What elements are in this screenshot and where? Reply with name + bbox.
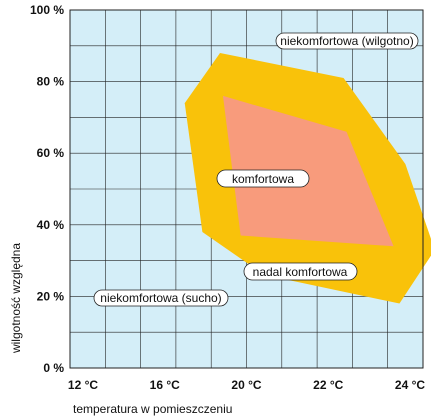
- x-tick-label: 22 °C: [313, 378, 343, 392]
- label-wet: niekomfortowa (wilgotno): [275, 32, 419, 50]
- y-tick-label: 100 %: [30, 3, 64, 17]
- label-still-comfort: nadal komfortowa: [243, 262, 358, 281]
- y-tick-labels: 0 % 20 % 40 % 60 % 80 % 100 %: [30, 3, 64, 375]
- x-tick-labels: 12 °C 16 °C 20 °C 22 °C 24 °C: [68, 378, 425, 392]
- x-tick-label: 12 °C: [68, 378, 98, 392]
- y-tick-label: 40 %: [37, 218, 65, 232]
- y-tick-label: 80 %: [37, 75, 65, 89]
- label-wet-text: niekomfortowa (wilgotno): [280, 34, 413, 48]
- y-tick-label: 60 %: [37, 146, 65, 160]
- region-1: [222, 95, 394, 247]
- y-tick-label: 20 %: [37, 289, 65, 303]
- x-axis-title: temperatura w pomieszczeniu: [73, 402, 232, 416]
- plot-frame: [69, 9, 424, 369]
- label-still-comfort-text: nadal komfortowa: [253, 265, 348, 279]
- x-tick-label: 24 °C: [395, 378, 425, 392]
- label-dry: niekomfortowa (sucho): [93, 289, 229, 307]
- x-tick-label: 20 °C: [231, 378, 261, 392]
- label-dry-text: niekomfortowa (sucho): [100, 291, 221, 305]
- x-tick-label: 16 °C: [150, 378, 180, 392]
- label-comfort-text: komfortowa: [232, 172, 294, 186]
- label-comfort: komfortowa: [216, 169, 310, 188]
- y-tick-label: 0 %: [43, 361, 64, 375]
- y-axis-title: wilgotność względna: [9, 243, 23, 354]
